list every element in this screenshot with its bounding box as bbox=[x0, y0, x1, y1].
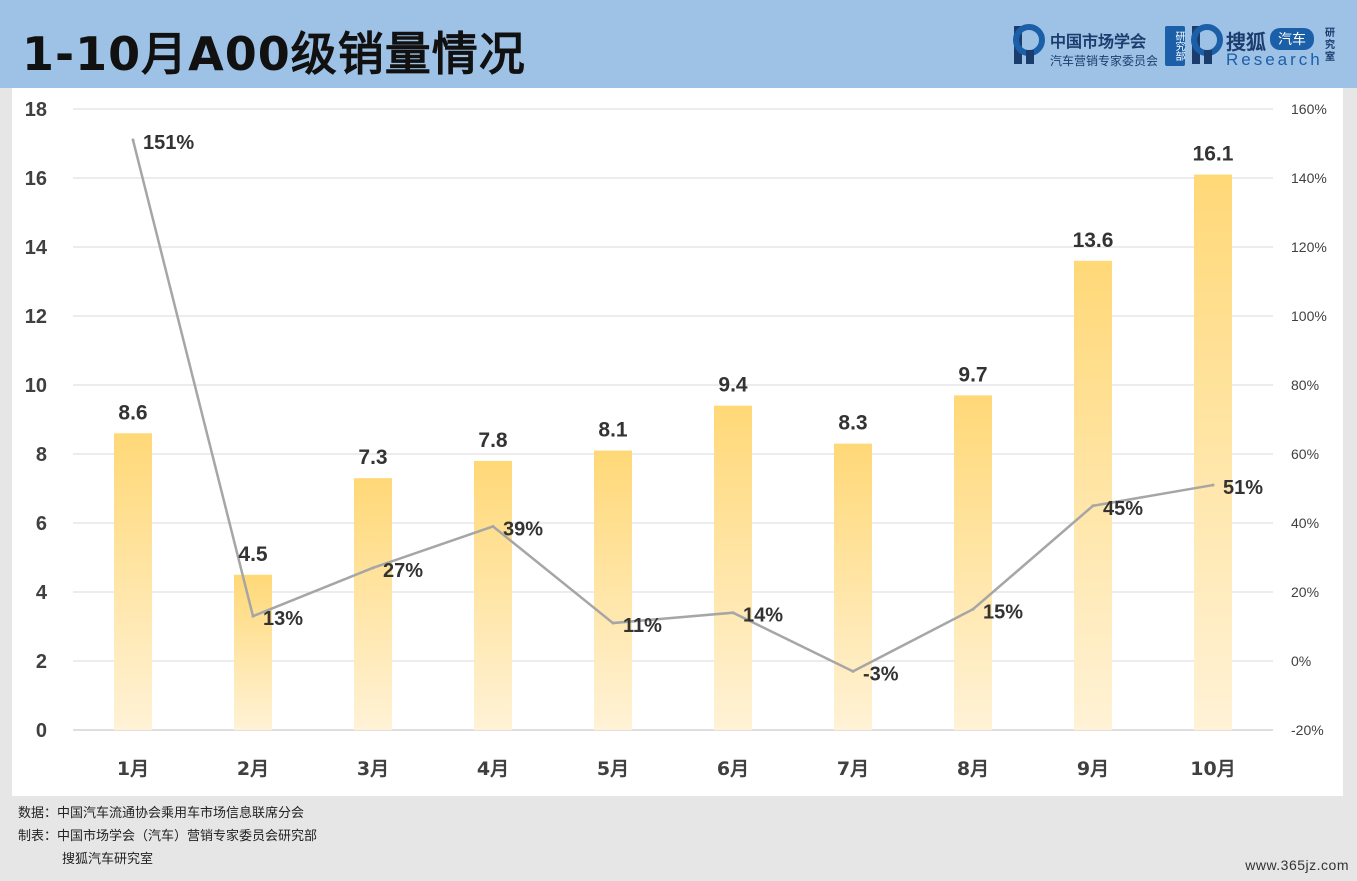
research-logo-icon bbox=[1013, 24, 1045, 64]
growth-point bbox=[131, 138, 135, 142]
bar bbox=[834, 443, 872, 730]
y-right-tick-label: 60% bbox=[1291, 446, 1319, 462]
header-bar: 1-10月A00级销量情况 中国市场学会 汽车营销专家委员会 研究部 搜狐 汽车… bbox=[0, 0, 1357, 88]
bar-value-label: 7.8 bbox=[478, 429, 508, 452]
bar-line-chart: 8.6 4.5 7.3 7.8 8.1 9.4 8.3 9.7 13.6 16.1 151% 13% 2… bbox=[25, 99, 1327, 780]
x-tick-label: 1月 bbox=[117, 758, 149, 780]
y-right-tick-label: 120% bbox=[1291, 239, 1327, 255]
logo1-tag-text: 研究部 bbox=[1173, 31, 1184, 61]
growth-point bbox=[371, 566, 375, 570]
y-left-tick-label: 16 bbox=[25, 168, 47, 190]
y-right-tick-label: 0% bbox=[1291, 653, 1311, 669]
growth-point bbox=[251, 614, 255, 618]
growth-point bbox=[971, 607, 975, 611]
bar-value-label: 13.6 bbox=[1073, 229, 1114, 252]
logo1-name: 中国市场学会 bbox=[1050, 32, 1147, 51]
watermark: www.365jz.com bbox=[1245, 857, 1349, 873]
x-tick-label: 10月 bbox=[1190, 758, 1235, 780]
bar bbox=[354, 478, 392, 730]
y-right-tick-label: 40% bbox=[1291, 515, 1319, 531]
label-layer: 8.6 4.5 7.3 7.8 8.1 9.4 8.3 9.7 13.6 16.1 151% 13% 2… bbox=[118, 132, 1263, 685]
y-left-tick-label: 4 bbox=[36, 582, 48, 604]
growth-value-label: 39% bbox=[503, 518, 543, 540]
bar bbox=[234, 574, 272, 730]
bar-value-label: 16.1 bbox=[1193, 143, 1234, 166]
x-tick-label: 3月 bbox=[357, 758, 389, 780]
chart-panel: 8.6 4.5 7.3 7.8 8.1 9.4 8.3 9.7 13.6 16.1 151% 13% 2… bbox=[12, 88, 1343, 796]
y-left-tick-label: 10 bbox=[25, 375, 47, 397]
x-tick-label: 8月 bbox=[957, 758, 989, 780]
source-note: 数据：中国汽车流通协会乘用车市场信息联席分会 bbox=[18, 806, 305, 821]
chart-title: 1-10月A00级销量情况 bbox=[22, 27, 526, 81]
growth-value-label: 27% bbox=[383, 560, 423, 582]
y-right-tick-label: 20% bbox=[1291, 584, 1319, 600]
x-tick-label: 7月 bbox=[837, 758, 869, 780]
growth-point bbox=[731, 611, 735, 615]
growth-value-label: 15% bbox=[983, 601, 1023, 623]
bar-value-label: 4.5 bbox=[238, 543, 268, 566]
growth-value-label: 13% bbox=[263, 608, 303, 630]
line-layer bbox=[131, 138, 1215, 673]
y-left-tick-label: 0 bbox=[36, 720, 47, 742]
logo2-subname: Research bbox=[1226, 50, 1323, 69]
y-right-tick-label: -20% bbox=[1291, 722, 1324, 738]
growth-value-label: 151% bbox=[143, 132, 194, 154]
y-left-tick-label: 14 bbox=[25, 237, 48, 259]
maker-note: 制表：中国市场学会（汽车）营销专家委员会研究部 bbox=[18, 829, 318, 844]
y-left-tick-label: 18 bbox=[25, 99, 47, 121]
y-right-tick-label: 80% bbox=[1291, 377, 1319, 393]
y-left-tick-label: 12 bbox=[25, 306, 47, 328]
bar-value-label: 8.3 bbox=[838, 412, 867, 435]
logo2-tag: 研究室 bbox=[1325, 28, 1335, 63]
axis-layer: 0 2 4 6 8 10 12 14 16 18 -20% 0% 20% 40% 60% 80% 100% 120… bbox=[25, 99, 1327, 780]
growth-value-label: -3% bbox=[863, 663, 899, 685]
maker-note-2: 搜狐汽车研究室 bbox=[62, 852, 154, 867]
growth-value-label: 45% bbox=[1103, 498, 1143, 520]
x-tick-label: 6月 bbox=[717, 758, 749, 780]
logo2-pill: 汽车 bbox=[1270, 28, 1314, 50]
growth-value-label: 14% bbox=[743, 605, 783, 627]
growth-point bbox=[851, 669, 855, 673]
x-tick-label: 9月 bbox=[1077, 758, 1109, 780]
growth-point bbox=[611, 621, 615, 625]
logo1-tag: 研究部 bbox=[1165, 26, 1185, 66]
growth-line bbox=[131, 139, 1214, 673]
logo2-name: 搜狐 bbox=[1226, 30, 1266, 54]
bar bbox=[714, 405, 752, 730]
x-tick-label: 4月 bbox=[477, 758, 509, 780]
x-tick-label: 2月 bbox=[237, 758, 269, 780]
bar bbox=[1194, 174, 1232, 731]
bar-value-label: 8.1 bbox=[598, 419, 628, 442]
growth-point bbox=[1211, 483, 1215, 487]
x-tick-label: 5月 bbox=[597, 758, 629, 780]
y-right-tick-label: 160% bbox=[1291, 101, 1327, 117]
logo1-subname: 汽车营销专家委员会 bbox=[1050, 54, 1159, 68]
bar-layer bbox=[114, 174, 1232, 731]
bar bbox=[1074, 260, 1112, 730]
y-left-tick-label: 6 bbox=[36, 513, 47, 535]
y-right-tick-label: 140% bbox=[1291, 170, 1327, 186]
bar-value-label: 9.7 bbox=[958, 363, 987, 386]
bar-value-label: 8.6 bbox=[118, 401, 147, 424]
bar-value-label: 9.4 bbox=[718, 374, 748, 397]
bar bbox=[474, 460, 512, 730]
bar bbox=[114, 433, 152, 730]
sohu-research-logo-icon bbox=[1191, 24, 1223, 64]
growth-point bbox=[491, 524, 495, 528]
growth-value-label: 11% bbox=[623, 615, 662, 637]
bar bbox=[594, 450, 632, 730]
growth-value-label: 51% bbox=[1223, 477, 1263, 499]
y-right-tick-label: 100% bbox=[1291, 308, 1327, 324]
y-left-tick-label: 8 bbox=[36, 444, 47, 466]
bar bbox=[954, 395, 992, 730]
bar-value-label: 7.3 bbox=[358, 446, 387, 469]
growth-point bbox=[1091, 504, 1095, 508]
y-left-tick-label: 2 bbox=[36, 651, 47, 673]
